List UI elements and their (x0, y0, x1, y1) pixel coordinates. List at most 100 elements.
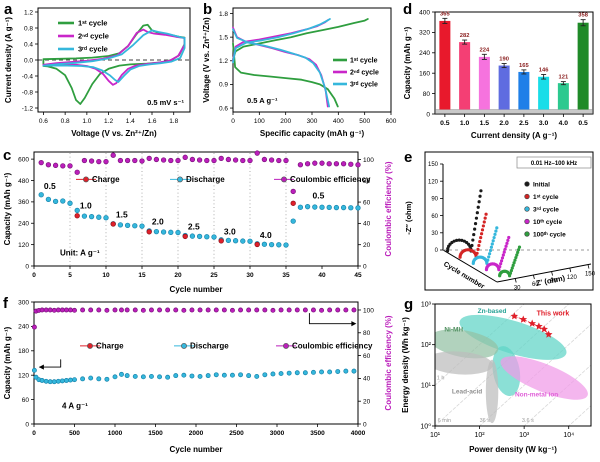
svg-text:1.0: 1.0 (80, 201, 92, 211)
svg-text:6 min: 6 min (438, 418, 451, 424)
svg-text:10¹: 10¹ (430, 432, 441, 439)
svg-text:Energy density (Wh kg⁻¹): Energy density (Wh kg⁻¹) (401, 317, 410, 413)
svg-text:1.5: 1.5 (480, 120, 490, 127)
svg-text:10: 10 (102, 272, 110, 279)
svg-text:150: 150 (585, 272, 596, 278)
svg-text:0.8: 0.8 (61, 118, 70, 125)
svg-text:1ˢᵗ cycle: 1ˢᵗ cycle (350, 58, 378, 65)
svg-text:80: 80 (423, 91, 431, 98)
svg-text:-0.8: -0.8 (22, 89, 34, 96)
svg-text:4000: 4000 (351, 430, 366, 437)
svg-text:120: 120 (567, 275, 578, 281)
svg-text:0: 0 (32, 272, 36, 279)
panel-label-d: d (403, 1, 413, 18)
svg-text:200: 200 (280, 118, 291, 125)
svg-text:45: 45 (354, 272, 362, 279)
svg-text:0.0: 0.0 (24, 57, 33, 64)
svg-text:1500: 1500 (148, 430, 163, 437)
svg-text:Z′ (ohm): Z′ (ohm) (535, 273, 566, 288)
region-blob (435, 329, 499, 359)
svg-text:240: 240 (18, 221, 29, 228)
svg-text:0.4: 0.4 (24, 41, 33, 48)
svg-text:0.01 Hz–100 kHz: 0.01 Hz–100 kHz (531, 161, 577, 167)
svg-text:1.6: 1.6 (147, 118, 156, 125)
panel-label-f: f (3, 295, 8, 312)
svg-text:300: 300 (307, 118, 318, 125)
svg-text:10²: 10² (475, 432, 486, 439)
svg-text:40: 40 (318, 272, 326, 279)
svg-text:1.8: 1.8 (169, 118, 178, 125)
star-marker (535, 322, 543, 330)
svg-text:90: 90 (550, 279, 557, 285)
svg-text:0.6: 0.6 (219, 105, 228, 112)
capacity-bar (538, 76, 550, 110)
svg-text:120: 120 (428, 179, 439, 185)
svg-text:0.5: 0.5 (440, 120, 450, 127)
panel-label-c: c (3, 147, 12, 164)
svg-text:1ˢᵗ cycle: 1ˢᵗ cycle (533, 194, 559, 201)
svg-text:35: 35 (282, 272, 290, 279)
svg-text:224: 224 (480, 47, 490, 53)
svg-text:100: 100 (363, 307, 374, 314)
svg-text:Current density (A g⁻¹): Current density (A g⁻¹) (4, 17, 13, 103)
star-marker (544, 330, 553, 338)
svg-text:0: 0 (25, 263, 29, 270)
svg-text:120: 120 (18, 373, 29, 380)
svg-text:20: 20 (363, 398, 371, 405)
star-marker (510, 312, 519, 320)
svg-text:240: 240 (18, 324, 29, 331)
svg-text:Power density (W kg⁻¹): Power density (W kg⁻¹) (469, 445, 557, 454)
svg-text:2ⁿᵈ cycle: 2ⁿᵈ cycle (350, 70, 379, 77)
svg-text:90: 90 (431, 197, 438, 203)
plot-frame (424, 151, 594, 291)
svg-text:Discharge: Discharge (190, 342, 229, 351)
svg-text:480: 480 (18, 178, 29, 185)
svg-text:20: 20 (174, 272, 182, 279)
svg-text:2000: 2000 (189, 430, 204, 437)
capacity-bar (518, 71, 530, 110)
svg-text:1.0: 1.0 (82, 118, 91, 125)
svg-text:3ʳᵈ cycle: 3ʳᵈ cycle (78, 45, 108, 54)
svg-text:Lead-acid: Lead-acid (452, 388, 482, 395)
svg-text:60: 60 (363, 199, 371, 206)
plot-frame (434, 303, 592, 427)
svg-text:1.8: 1.8 (219, 11, 228, 18)
svg-text:1.2: 1.2 (24, 9, 33, 16)
svg-text:-Z″ (ohm): -Z″ (ohm) (404, 201, 413, 235)
panel-f-longterm-cycling-chart: 0 500 1000 1500 2000 2500 3000 3500 400006012018… (3, 299, 393, 454)
svg-text:2.0: 2.0 (499, 120, 509, 127)
capacity-bar (498, 65, 510, 110)
svg-text:30: 30 (246, 272, 254, 279)
svg-text:0.5: 0.5 (44, 181, 56, 191)
svg-text:Coulombic efficiency (%): Coulombic efficiency (%) (384, 161, 393, 256)
svg-text:1.0: 1.0 (460, 120, 470, 127)
svg-text:Initial: Initial (533, 181, 550, 188)
panel-e-eis-chart: 0 30 60 90 120 150 30 60 90 120 150 Initial 1ˢᵗ cycl… (404, 151, 596, 292)
capacity-bar (459, 42, 471, 110)
svg-text:Coulombic efficiency (%): Coulombic efficiency (%) (384, 315, 393, 410)
svg-text:282: 282 (460, 33, 470, 39)
capacity-bar (439, 20, 451, 110)
bar-floor (435, 109, 593, 114)
svg-text:20: 20 (363, 242, 371, 249)
svg-text:2.5: 2.5 (519, 120, 529, 127)
svg-text:30: 30 (514, 286, 521, 292)
svg-text:5: 5 (68, 272, 72, 279)
svg-text:3000: 3000 (270, 430, 285, 437)
svg-text:3ʳᵈ cycle: 3ʳᵈ cycle (533, 206, 559, 213)
svg-text:3.0: 3.0 (539, 120, 549, 127)
svg-text:Capacity (mAh g⁻¹): Capacity (mAh g⁻¹) (3, 326, 12, 399)
panel-c-rate-cycling-chart: 0 5 10 15 20 25 30 35 40 450120240360480600020406… (3, 150, 393, 294)
svg-text:0: 0 (435, 248, 439, 254)
svg-text:Charge: Charge (92, 175, 120, 184)
svg-text:1.4: 1.4 (126, 118, 135, 125)
svg-text:3.0: 3.0 (224, 227, 236, 237)
svg-text:365: 365 (440, 11, 450, 17)
svg-text:100ᵗʰ cycle: 100ᵗʰ cycle (533, 231, 566, 238)
svg-text:10⁰: 10⁰ (420, 422, 431, 430)
svg-text:150: 150 (428, 162, 439, 168)
depth-axis (442, 249, 498, 283)
svg-text:300: 300 (18, 299, 29, 306)
svg-text:Ni-MH: Ni-MH (444, 327, 463, 334)
